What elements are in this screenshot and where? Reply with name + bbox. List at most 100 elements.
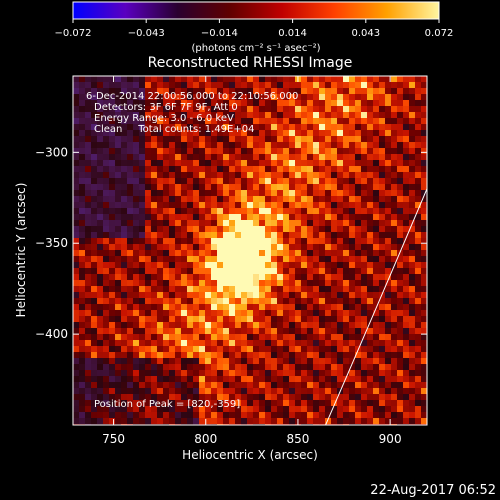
heatmap-cell [415,142,421,148]
heatmap-cell [79,412,85,418]
heatmap-cell [295,364,301,370]
heatmap-cell [283,292,289,298]
heatmap-cell [97,340,103,346]
heatmap-cell [271,88,277,94]
heatmap-cell [181,178,187,184]
heatmap-cell [91,88,97,94]
heatmap-cell [313,274,319,280]
heatmap-cell [115,418,121,424]
heatmap-cell [121,364,127,370]
heatmap-cell [403,190,409,196]
heatmap-cell [349,358,355,364]
heatmap-cell [241,178,247,184]
heatmap-cell [343,382,349,388]
heatmap-cell [193,250,199,256]
heatmap-cell [403,370,409,376]
heatmap-cell [295,388,301,394]
heatmap-cell [139,406,145,412]
heatmap-cell [283,388,289,394]
heatmap-cell [91,214,97,220]
heatmap-cell [193,328,199,334]
heatmap-cell [265,382,271,388]
heatmap-cell [133,160,139,166]
heatmap-cell [247,244,253,250]
heatmap-cell [145,238,151,244]
heatmap-cell [217,214,223,220]
heatmap-cell [409,376,415,382]
heatmap-cell [343,82,349,88]
colorbar-tick-label: −0.072 [54,28,91,39]
heatmap-cell [79,124,85,130]
heatmap-cell [151,280,157,286]
heatmap-cell [151,250,157,256]
heatmap-cell [259,112,265,118]
heatmap-cell [361,220,367,226]
heatmap-cell [355,292,361,298]
heatmap-cell [331,106,337,112]
heatmap-cell [265,226,271,232]
heatmap-cell [217,364,223,370]
heatmap-cell [193,268,199,274]
heatmap-cell [421,328,427,334]
heatmap-cell [85,178,91,184]
heatmap-cell [109,376,115,382]
heatmap-cell [361,388,367,394]
heatmap-cell [277,394,283,400]
heatmap-cell [307,94,313,100]
heatmap-cell [187,184,193,190]
heatmap-cell [283,202,289,208]
heatmap-cell [397,310,403,316]
heatmap-cell [127,400,133,406]
heatmap-cell [289,178,295,184]
heatmap-cell [109,412,115,418]
heatmap-cell [283,304,289,310]
heatmap-cell [403,232,409,238]
heatmap-cell [85,364,91,370]
heatmap-cell [109,118,115,124]
heatmap-cell [259,370,265,376]
heatmap-cell [103,208,109,214]
heatmap-cell [229,190,235,196]
heatmap-cell [403,166,409,172]
heatmap-cell [187,106,193,112]
heatmap-cell [151,316,157,322]
heatmap-cell [175,214,181,220]
heatmap-cell [307,388,313,394]
heatmap-cell [319,376,325,382]
heatmap-cell [79,196,85,202]
heatmap-cell [283,208,289,214]
heatmap-cell [187,154,193,160]
heatmap-cell [103,106,109,112]
solar-limb-curve [325,188,427,425]
heatmap-cell [121,370,127,376]
heatmap-cell [337,142,343,148]
heatmap-cell [73,298,79,304]
heatmap-cell [73,334,79,340]
heatmap-cell [109,304,115,310]
heatmap-cell [391,130,397,136]
heatmap-cell [109,334,115,340]
heatmap-cell [187,100,193,106]
heatmap-cell [259,184,265,190]
heatmap-cell [109,160,115,166]
heatmap-cell [397,322,403,328]
heatmap-cell [379,340,385,346]
heatmap-cell [211,82,217,88]
heatmap-cell [115,382,121,388]
heatmap-cell [325,106,331,112]
heatmap-cell [241,274,247,280]
heatmap-cell [241,364,247,370]
heatmap-cell [271,172,277,178]
heatmap-cell [187,250,193,256]
heatmap-cell [97,376,103,382]
heatmap-cell [343,352,349,358]
heatmap-cell [325,364,331,370]
heatmap-cell [217,142,223,148]
heatmap-cell [205,382,211,388]
heatmap-cell [283,286,289,292]
heatmap-cell [253,220,259,226]
heatmap-cell [409,160,415,166]
heatmap-cell [409,178,415,184]
heatmap-cell [127,334,133,340]
heatmap-cell [211,286,217,292]
